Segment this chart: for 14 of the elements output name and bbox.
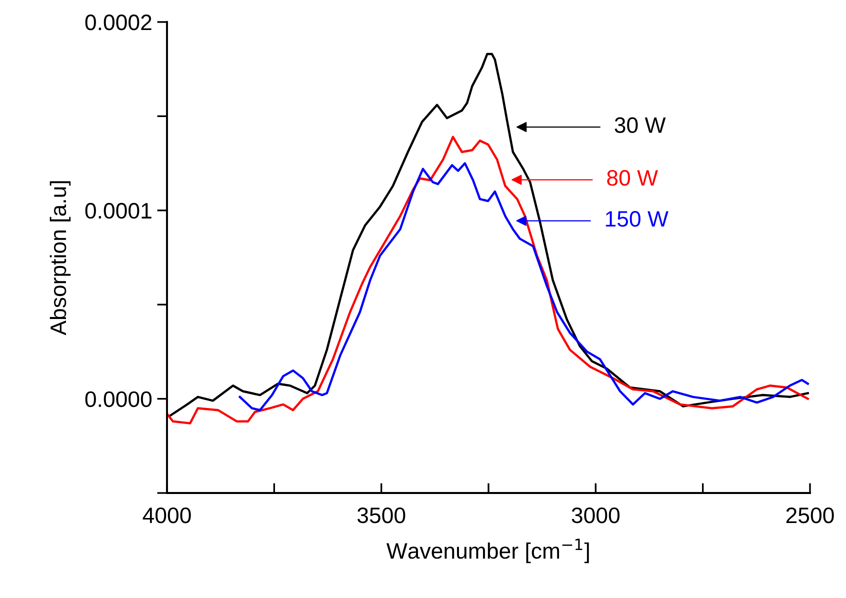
legend-label: 150 W (606, 210, 668, 227)
x-tick-label: 3500 (357, 507, 406, 524)
x-tick-label: 3000 (572, 507, 620, 524)
line-series (238, 162, 809, 412)
legend-label: 80 W (607, 170, 658, 186)
y-tick-label: 0.0002 (85, 14, 152, 30)
y-axis-title: Absorption [a.u] (50, 181, 71, 336)
y-tick-label: 0.0000 (85, 391, 152, 408)
x-tick-label: 2500 (786, 507, 834, 524)
y-tick-label: 0.0001 (85, 202, 152, 219)
line-series (167, 136, 809, 424)
x-tick-label: 4000 (142, 507, 191, 524)
x-axis-title: Wavenumber [cm$^{−1}$] (386, 538, 589, 564)
legend-label: 30 W (614, 117, 666, 133)
